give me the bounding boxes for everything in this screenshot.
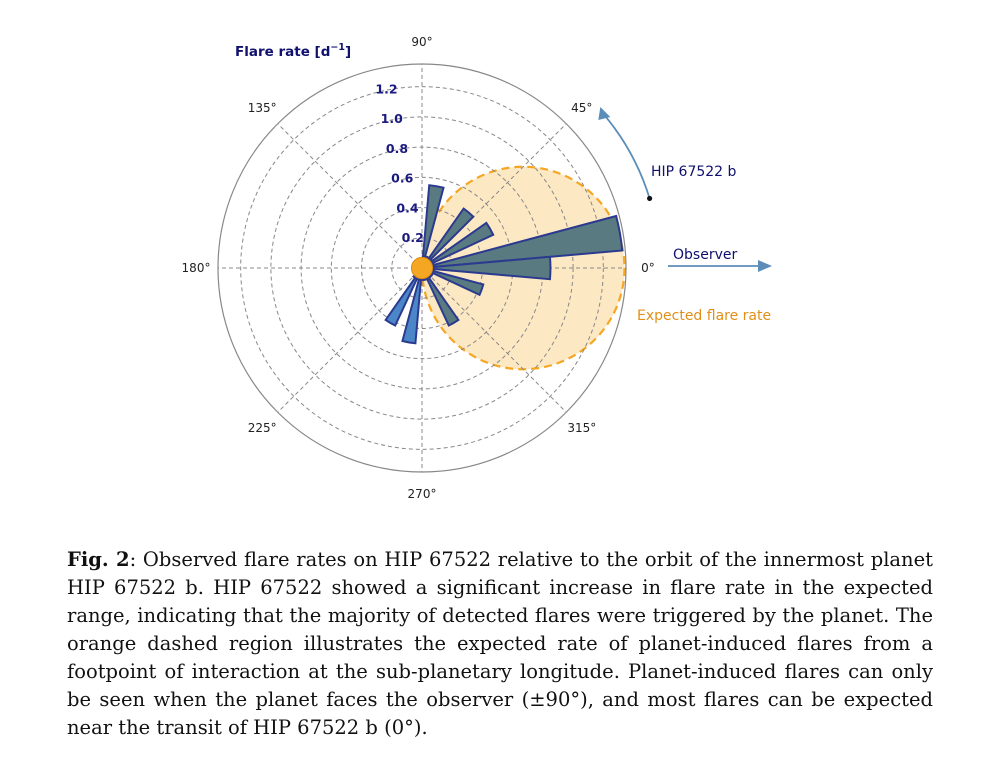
radial-tick-label: 0.6	[391, 171, 413, 186]
annotation-layer: Flare rate [d−1] HIP 67522 b Observer Ex…	[235, 42, 772, 324]
flare-rate-bar-2	[421, 221, 495, 269]
angle-tick-label: 90°	[411, 35, 432, 49]
bars-layer	[384, 184, 624, 345]
angular-grid-line-3	[277, 123, 423, 269]
labels-layer: 0° 45° 90° 135° 180° 225° 270° 315° 0.2 0.4 0.6 0.8…	[182, 35, 655, 501]
flare-rate-bar-0	[421, 214, 624, 269]
outer-boundary	[217, 63, 627, 473]
angular-grid-line-7	[421, 267, 567, 413]
angular-grid-line-1	[421, 123, 567, 269]
star-marker	[410, 256, 434, 280]
flare-rate-bar-3	[421, 207, 475, 269]
expected-region-label: Expected flare rate	[637, 308, 771, 324]
radial-tick-label: 1.2	[375, 81, 397, 96]
flare-rate-bar-1	[421, 255, 552, 281]
polar-chart: 0° 45° 90° 135° 180° 225° 270° 315° 0.2 0.4 0.6 0.8…	[182, 35, 772, 501]
radial-tick-label: 1.0	[381, 111, 403, 126]
flare-rate-bar-5	[421, 267, 485, 297]
grid-layer	[217, 63, 627, 473]
radial-tick-label: 0.8	[386, 141, 408, 156]
angle-tick-label: 225°	[248, 421, 277, 435]
radial-grid-ring-4	[270, 116, 574, 420]
angle-tick-label: 315°	[567, 421, 596, 435]
orbit-direction-arrowhead	[598, 107, 611, 121]
angle-tick-label: 135°	[248, 101, 277, 115]
radial-grid-ring-5	[240, 86, 604, 450]
planet-marker	[647, 195, 653, 202]
flare-rate-bar-18	[384, 267, 423, 327]
radial-axis-title: Flare rate [d−1]	[235, 42, 351, 60]
caption-label: Fig. 2	[67, 548, 130, 571]
radial-tick-label: 0.2	[402, 230, 424, 245]
flare-rate-bar-4	[421, 184, 445, 269]
polar-plot-svg: 0° 45° 90° 135° 180° 225° 270° 315° 0.2 0.4 0.6 0.8…	[182, 35, 772, 501]
angle-tick-label: 180°	[182, 261, 211, 275]
radial-tick-label: 0.4	[396, 200, 418, 215]
flare-rate-bar-17	[401, 267, 423, 345]
angle-tick-label: 45°	[571, 101, 592, 115]
planet-label: HIP 67522 b	[651, 164, 737, 180]
observer-arrowhead	[758, 260, 772, 272]
orbit-direction-arrow	[603, 114, 651, 199]
observer-label: Observer	[673, 247, 737, 263]
figure-caption: Fig. 2: Observed flare rates on HIP 6752…	[67, 546, 933, 742]
flare-rate-bar-6	[421, 267, 460, 327]
angle-tick-label: 0°	[641, 261, 655, 275]
caption-text: : Observed flare rates on HIP 67522 rela…	[67, 548, 933, 739]
angular-grid-line-5	[277, 267, 423, 413]
angle-tick-label: 270°	[408, 487, 437, 501]
